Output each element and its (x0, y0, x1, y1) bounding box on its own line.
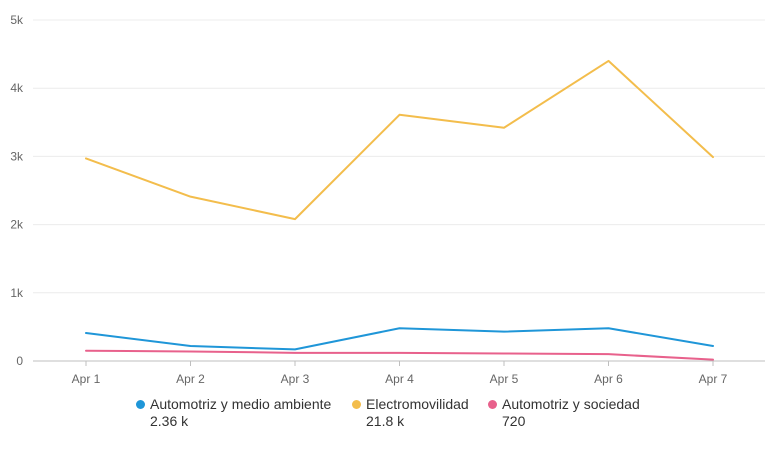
legend: Automotriz y medio ambiente 2.36 k Elect… (0, 396, 767, 436)
x-tick-label: Apr 4 (385, 372, 414, 386)
x-tick-label: Apr 6 (594, 372, 623, 386)
grid-lines (33, 19, 765, 362)
legend-series-name: Automotriz y sociedad (502, 396, 640, 412)
series-line-2[interactable] (85, 349, 714, 361)
legend-item-automotriz-sociedad[interactable]: Automotriz y sociedad 720 (488, 396, 640, 430)
y-tick-label: 0 (16, 354, 23, 368)
legend-series-total: 720 (502, 413, 526, 429)
legend-marker-icon (136, 400, 145, 409)
y-tick-label: 1k (10, 286, 24, 300)
legend-series-name: Electromovilidad (366, 396, 469, 412)
y-tick-label: 5k (10, 13, 24, 27)
legend-marker-icon (352, 400, 361, 409)
x-tick-label: Apr 2 (176, 372, 205, 386)
x-tick-label: Apr 5 (490, 372, 519, 386)
legend-series-total: 2.36 k (150, 413, 189, 429)
legend-item-automotriz-medio-ambiente[interactable]: Automotriz y medio ambiente 2.36 k (136, 396, 331, 430)
y-axis-ticks: 0 1k 2k 3k 4k 5k (10, 13, 24, 368)
legend-marker-icon (488, 400, 497, 409)
x-axis-ticks: Apr 1 Apr 2 Apr 3 Apr 4 Apr 5 Apr 6 Apr 7 (72, 361, 728, 386)
series-line-1[interactable] (85, 59, 714, 221)
legend-series-name: Automotriz y medio ambiente (150, 396, 332, 412)
x-tick-label: Apr 1 (72, 372, 101, 386)
x-tick-label: Apr 3 (281, 372, 310, 386)
y-tick-label: 3k (10, 149, 24, 163)
series-lines (85, 59, 714, 361)
legend-item-electromovilidad[interactable]: Electromovilidad 21.8 k (352, 396, 469, 430)
legend-series-total: 21.8 k (366, 413, 405, 429)
series-line-0[interactable] (85, 327, 714, 351)
x-tick-label: Apr 7 (699, 372, 728, 386)
y-tick-label: 4k (10, 81, 24, 95)
y-tick-label: 2k (10, 218, 24, 232)
